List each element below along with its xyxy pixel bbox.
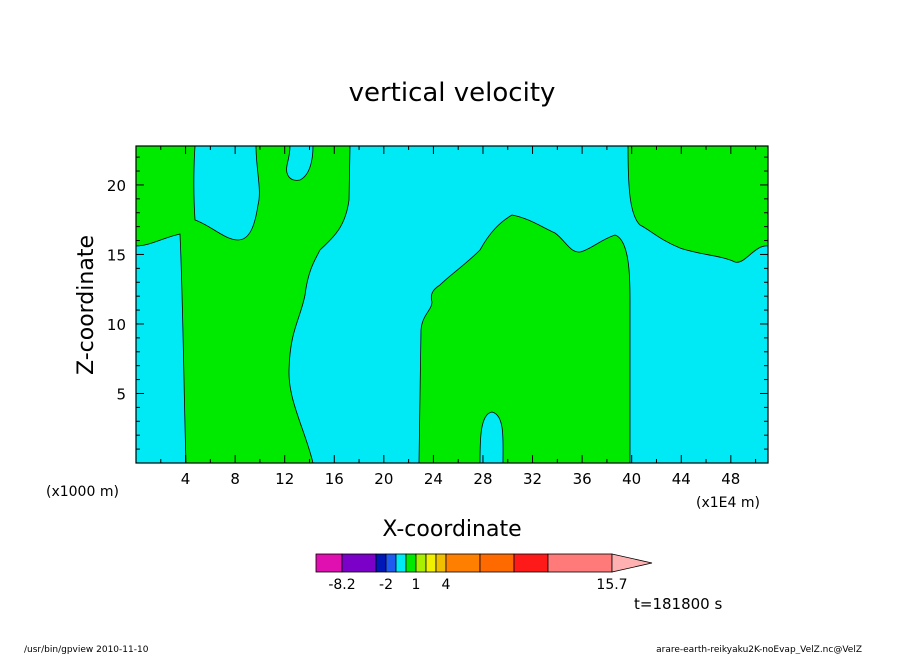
colorbar-bin (415, 553, 427, 573)
contour-region-left (136, 146, 350, 463)
time-label: t=181800 s (634, 595, 722, 613)
footer-left: /usr/bin/gpview 2010-11-10 (24, 645, 149, 654)
colorbar-bin (547, 553, 613, 573)
y-axis-label: Z-coordinate (74, 235, 99, 375)
colorbar-tick-label: 4 (442, 577, 451, 593)
x-tick-label: 20 (374, 470, 393, 488)
chart-title: vertical velocity (349, 78, 556, 108)
x-tick-label: 32 (523, 470, 542, 488)
colorbar-extension-arrow (611, 553, 653, 573)
x-tick-label: 28 (473, 470, 492, 488)
axis-ticks (136, 146, 768, 463)
x-scale-note: (x1000 m) (46, 484, 119, 500)
x-tick-label: 16 (325, 470, 344, 488)
colorbar-tick-label: 15.7 (596, 577, 627, 593)
colorbar-bin (513, 553, 549, 573)
colorbar-tick-label: 1 (412, 577, 421, 593)
colorbar-tick-label: -8.2 (328, 577, 355, 593)
colorbar-bin (435, 553, 447, 573)
colorbar-bin (375, 553, 387, 573)
colorbar-labels: -8.2 -2 1 4 15.7 (328, 577, 627, 593)
colorbar-bin (341, 553, 377, 573)
contour-region-center (419, 215, 630, 463)
footer-right: arare-earth-reikyaku2K-noEvap_VelZ.nc@Ve… (656, 645, 862, 654)
y-tick-label: 15 (107, 246, 126, 264)
y-tick-label: 10 (107, 316, 126, 334)
x-tick-label: 40 (622, 470, 641, 488)
colorbar-bin (425, 553, 437, 573)
colorbar-bin (395, 553, 407, 573)
plot-frame (135, 145, 769, 464)
contour-lines (135, 145, 769, 464)
x-unit-note: (x1E4 m) (696, 495, 760, 511)
x-tick-label: 12 (275, 470, 294, 488)
colorbar (315, 553, 653, 573)
colorbar-bin (405, 553, 417, 573)
colorbar-bin (315, 553, 343, 573)
x-tick-label: 8 (230, 470, 240, 488)
x-tick-label: 44 (672, 470, 691, 488)
colorbar-bin (385, 553, 397, 573)
x-tick-label: 36 (573, 470, 592, 488)
y-tick-label: 20 (107, 177, 126, 195)
y-tick-label: 5 (116, 385, 126, 403)
x-axis-label: X-coordinate (382, 517, 521, 542)
colorbar-bin (445, 553, 481, 573)
x-tick-label: 4 (181, 470, 191, 488)
x-tick-label: 48 (721, 470, 740, 488)
colorbar-tick-label: -2 (379, 577, 393, 593)
contour-region-right (628, 146, 768, 263)
x-tick-label: 24 (424, 470, 443, 488)
colorbar-bin (479, 553, 515, 573)
